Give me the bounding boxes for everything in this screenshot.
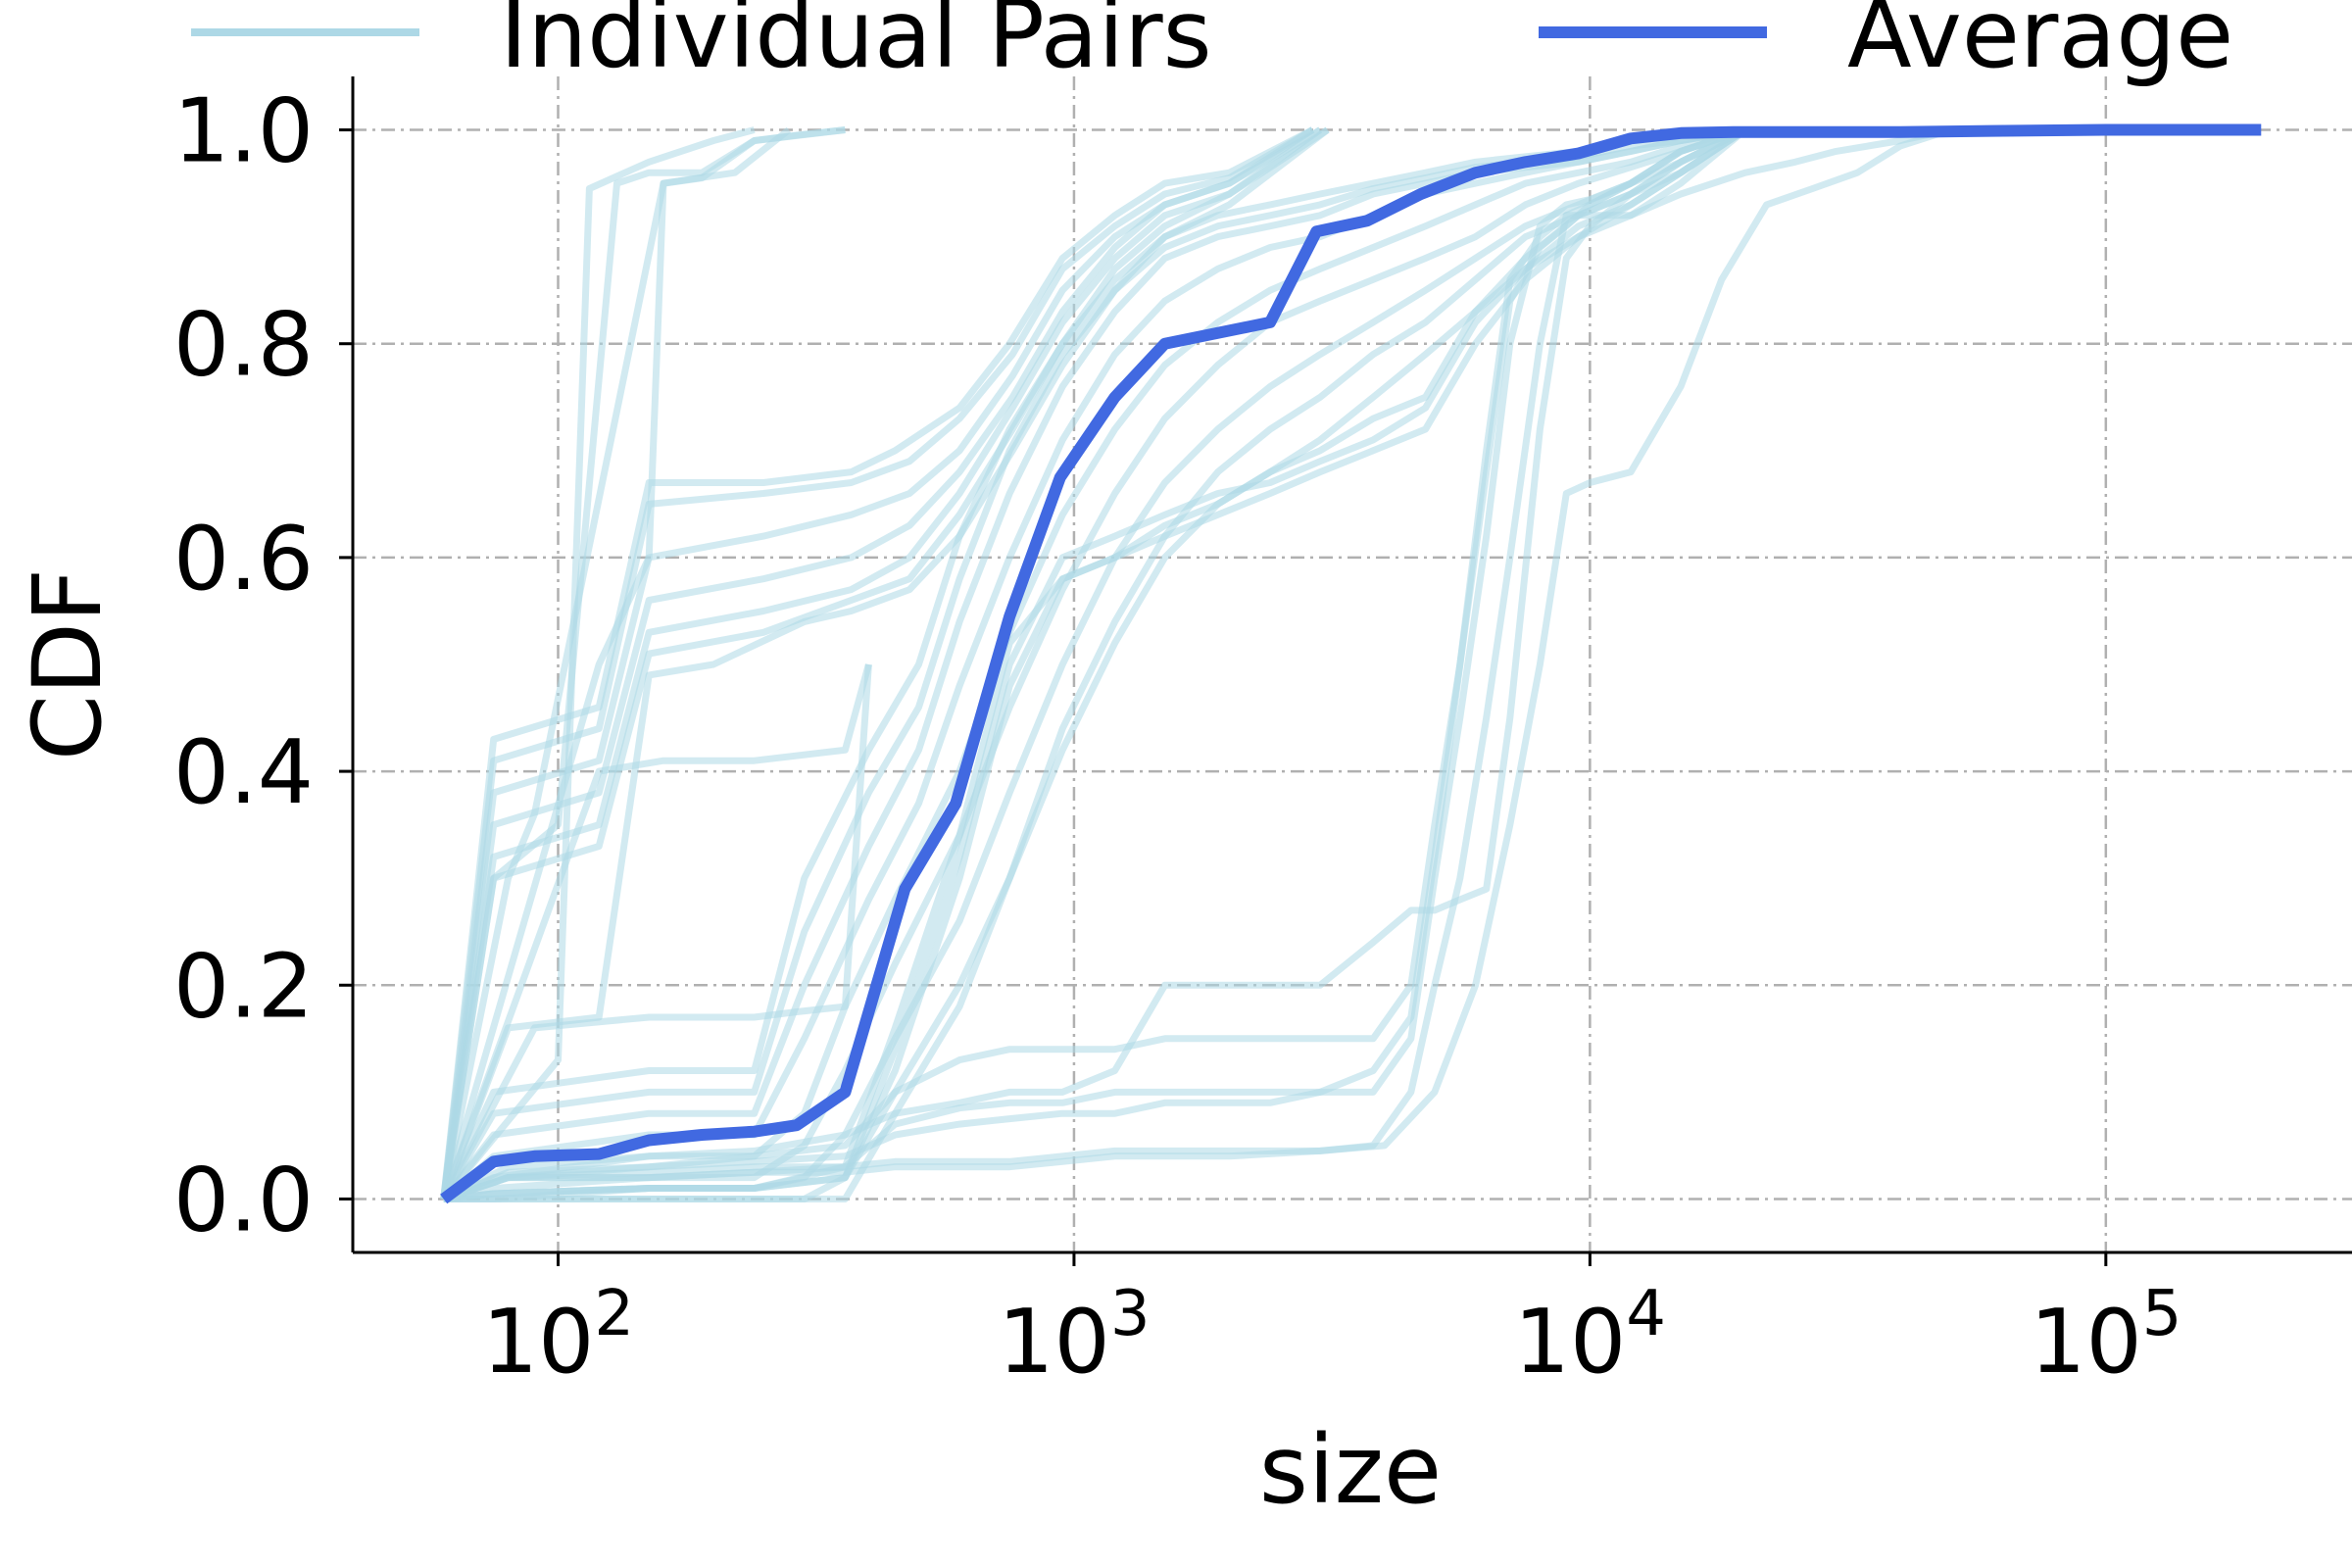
x-axis-title: size [1259,1415,1442,1525]
individual-pair-line-8 [440,126,1323,1200]
average-line-group [440,123,2262,1204]
y-tick-label-2: 0.4 [173,721,314,824]
individual-pairs-lines [440,126,1952,1202]
x-tick-label-2: 104 [1514,1278,1666,1394]
x-tick-label-0: 102 [482,1278,634,1394]
y-tick-label-1: 0.2 [173,935,314,1038]
y-axis-title: CDF [13,568,122,760]
individual-pair-line-28 [442,126,1747,1202]
individual-pair-line-4 [440,126,1315,1200]
individual-pair-line-12 [440,663,872,1200]
individual-pair-line-7 [440,126,1322,1200]
individual-pair-line-21 [443,126,1747,1202]
axes [351,76,2352,1254]
x-ticks: 102 103 104 105 [482,1252,2181,1394]
legend: Individual Pairs Average [191,0,2233,89]
individual-pair-line-15 [440,126,1746,1201]
individual-pair-line-9 [440,126,1330,1200]
individual-pair-line-25 [442,126,1747,1202]
individual-pair-line-23 [443,126,1747,1202]
y-ticks: 0.0 0.2 0.4 0.6 0.8 1.0 [173,80,353,1251]
y-tick-label-0: 0.0 [173,1149,314,1251]
individual-pair-line-30 [442,126,1952,1202]
grid-lines [353,76,2352,1252]
legend-label-0: Individual Pairs [500,0,1212,89]
y-tick-label-5: 1.0 [173,80,314,183]
x-tick-label-3: 105 [2030,1278,2181,1394]
legend-label-1: Average [1847,0,2233,89]
y-tick-label-4: 0.8 [173,294,314,397]
individual-pair-line-26 [442,126,1747,1202]
individual-pair-line-16 [441,126,1746,1202]
individual-pair-line-5 [440,126,1315,1200]
x-tick-label-1: 103 [998,1278,1150,1394]
individual-pair-line-29 [442,126,1952,1202]
average-line [440,123,2262,1204]
individual-pair-line-3 [440,126,792,1200]
y-tick-label-3: 0.6 [173,508,314,611]
